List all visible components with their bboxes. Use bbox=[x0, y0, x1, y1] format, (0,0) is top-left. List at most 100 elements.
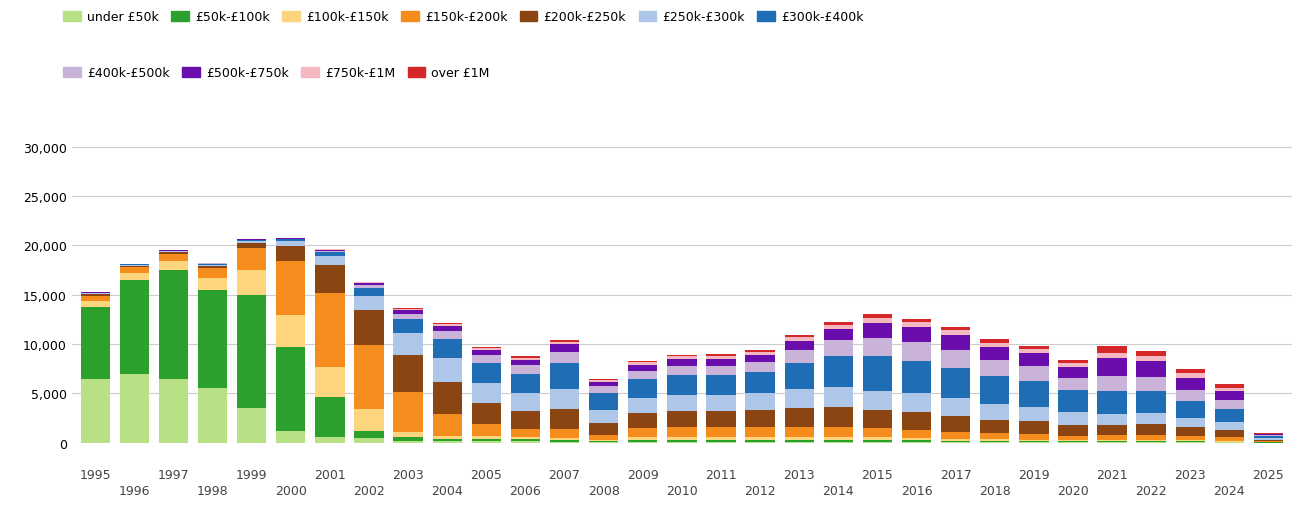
Bar bbox=[471, 439, 501, 441]
Bar bbox=[823, 437, 853, 440]
Bar bbox=[393, 309, 423, 311]
Bar bbox=[863, 391, 893, 410]
Bar bbox=[1176, 428, 1205, 436]
Bar bbox=[784, 440, 814, 442]
Bar bbox=[823, 440, 853, 442]
Bar bbox=[355, 438, 384, 443]
Bar bbox=[863, 315, 893, 318]
Bar bbox=[1098, 426, 1126, 435]
Bar bbox=[277, 316, 305, 347]
Bar bbox=[393, 333, 423, 355]
Bar bbox=[902, 393, 932, 412]
Bar bbox=[667, 359, 697, 366]
Bar bbox=[355, 296, 384, 311]
Bar bbox=[980, 340, 1009, 343]
Bar bbox=[1215, 401, 1244, 410]
Text: 2024: 2024 bbox=[1214, 485, 1245, 497]
Bar bbox=[120, 267, 149, 273]
Bar bbox=[1137, 391, 1165, 413]
Bar bbox=[549, 442, 579, 443]
Bar bbox=[1058, 440, 1087, 441]
Bar bbox=[355, 286, 384, 288]
Bar bbox=[355, 431, 384, 438]
Bar bbox=[706, 356, 736, 359]
Bar bbox=[1176, 369, 1205, 374]
Bar bbox=[510, 374, 540, 393]
Bar bbox=[863, 440, 893, 442]
Text: 2017: 2017 bbox=[940, 468, 971, 481]
Bar bbox=[667, 375, 697, 395]
Bar bbox=[1176, 374, 1205, 378]
Text: 2018: 2018 bbox=[979, 485, 1010, 497]
Bar bbox=[471, 363, 501, 383]
Bar bbox=[238, 270, 266, 295]
Text: 2010: 2010 bbox=[666, 485, 698, 497]
Bar bbox=[1019, 407, 1048, 421]
Bar bbox=[941, 327, 971, 331]
Bar bbox=[980, 420, 1009, 434]
Bar bbox=[81, 296, 110, 301]
Bar bbox=[706, 437, 736, 440]
Bar bbox=[941, 335, 971, 350]
Bar bbox=[159, 270, 188, 379]
Bar bbox=[277, 347, 305, 431]
Bar bbox=[863, 338, 893, 357]
Bar bbox=[1137, 440, 1165, 441]
Bar bbox=[1098, 440, 1126, 441]
Bar bbox=[1215, 388, 1244, 391]
Bar bbox=[1254, 435, 1283, 437]
Bar bbox=[510, 393, 540, 411]
Bar bbox=[823, 356, 853, 388]
Bar bbox=[81, 379, 110, 443]
Bar bbox=[549, 352, 579, 363]
Bar bbox=[628, 379, 658, 399]
Bar bbox=[81, 294, 110, 295]
Bar bbox=[1215, 391, 1244, 401]
Bar bbox=[549, 340, 579, 342]
Bar bbox=[510, 437, 540, 439]
Bar bbox=[159, 379, 188, 443]
Bar bbox=[902, 438, 932, 440]
Bar bbox=[316, 257, 345, 266]
Bar bbox=[980, 347, 1009, 360]
Bar bbox=[1215, 430, 1244, 438]
Bar bbox=[549, 342, 579, 345]
Bar bbox=[471, 383, 501, 403]
Bar bbox=[1098, 435, 1126, 440]
Bar bbox=[941, 439, 971, 441]
Bar bbox=[745, 372, 775, 393]
Bar bbox=[238, 249, 266, 270]
Bar bbox=[941, 368, 971, 399]
Bar bbox=[1019, 350, 1048, 354]
Bar bbox=[277, 240, 305, 242]
Bar bbox=[510, 365, 540, 374]
Bar bbox=[628, 365, 658, 371]
Bar bbox=[1215, 438, 1244, 441]
Bar bbox=[1098, 414, 1126, 426]
Bar bbox=[706, 411, 736, 427]
Bar bbox=[589, 380, 619, 382]
Bar bbox=[355, 284, 384, 286]
Bar bbox=[510, 358, 540, 360]
Bar bbox=[355, 311, 384, 345]
Bar bbox=[667, 366, 697, 375]
Bar bbox=[316, 266, 345, 293]
Bar bbox=[471, 441, 501, 443]
Bar bbox=[510, 441, 540, 443]
Bar bbox=[1098, 391, 1126, 414]
Bar bbox=[628, 361, 658, 363]
Bar bbox=[81, 295, 110, 296]
Bar bbox=[159, 252, 188, 254]
Bar bbox=[120, 265, 149, 266]
Bar bbox=[432, 323, 462, 325]
Text: 2000: 2000 bbox=[275, 485, 307, 497]
Bar bbox=[432, 383, 462, 414]
Text: 2021: 2021 bbox=[1096, 468, 1128, 481]
Bar bbox=[316, 250, 345, 251]
Bar bbox=[1176, 378, 1205, 390]
Bar bbox=[1058, 378, 1087, 390]
Bar bbox=[706, 366, 736, 375]
Bar bbox=[355, 345, 384, 409]
Bar bbox=[1176, 401, 1205, 418]
Bar bbox=[510, 439, 540, 441]
